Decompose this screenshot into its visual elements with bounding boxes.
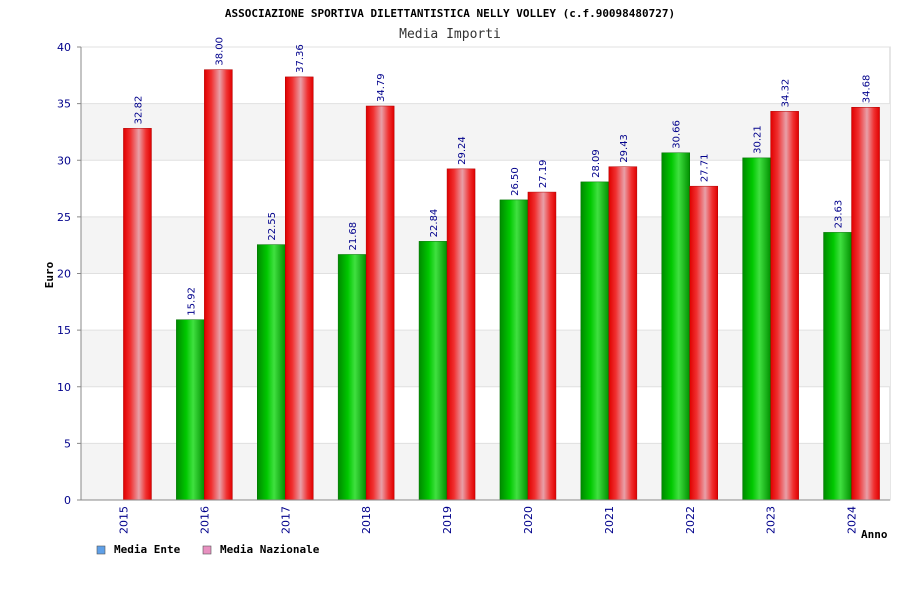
data-label: 22.55: [267, 212, 278, 241]
data-label: 29.43: [619, 134, 630, 163]
data-label: 34.32: [781, 79, 792, 108]
data-label: 21.68: [348, 222, 359, 251]
data-label: 15.92: [186, 287, 197, 316]
legend-swatch: [96, 545, 106, 555]
bar-media-nazionale: [689, 185, 718, 501]
axes: [77, 46, 890, 501]
data-label: 22.84: [429, 209, 440, 238]
legend-swatch: [202, 545, 212, 555]
y-tick-label: 25: [57, 211, 71, 224]
y-tick-labels: 0 5 10 15 20 25 30 35 40: [57, 41, 71, 507]
bar-media-ente: [257, 244, 286, 501]
x-tick-label: 2024: [846, 506, 859, 534]
data-label: 26.50: [510, 167, 521, 196]
bar-media-nazionale: [851, 106, 880, 501]
y-axis-label: Euro: [43, 261, 56, 288]
x-tick-label: 2020: [522, 506, 535, 534]
x-tick-labels: 2015 2016 2017 2018 2019 2020 2021 2022 2023 2024: [117, 506, 858, 534]
legend: Media Ente Media Nazionale: [96, 543, 320, 556]
bars: [123, 69, 880, 501]
bar-media-ente: [418, 241, 448, 501]
data-label: 34.79: [376, 73, 387, 102]
legend-entry: Media Nazionale: [220, 543, 320, 556]
bar-media-ente: [499, 199, 529, 501]
data-label: 29.24: [457, 136, 468, 165]
y-tick-label: 35: [57, 98, 71, 111]
plot-band: [81, 103, 890, 161]
x-tick-label: 2017: [279, 506, 292, 534]
bar-media-nazionale: [365, 105, 395, 501]
chart-title: ASSOCIAZIONE SPORTIVA DILETTANTISTICA NE…: [225, 7, 675, 20]
y-tick-label: 5: [64, 437, 71, 450]
x-tick-label: 2021: [603, 506, 616, 534]
x-tick-label: 2023: [765, 506, 778, 534]
data-label: 34.68: [862, 75, 873, 104]
x-tick-label: 2018: [360, 506, 373, 534]
bar-media-nazionale: [608, 166, 638, 501]
y-tick-label: 0: [64, 494, 71, 507]
y-tick-label: 10: [57, 381, 71, 394]
y-tick-label: 40: [57, 41, 71, 54]
bar-media-ente: [661, 152, 690, 501]
bar-media-nazionale: [446, 168, 476, 501]
chart-subtitle: Media Importi: [399, 27, 501, 42]
y-tick-label: 30: [57, 154, 71, 167]
data-label: 37.36: [295, 44, 306, 73]
data-label: 23.63: [834, 200, 845, 229]
bar-media-ente: [176, 319, 205, 501]
x-tick-label: 2022: [684, 506, 697, 534]
bar-media-ente: [823, 232, 852, 501]
x-tick-label: 2015: [117, 506, 130, 534]
data-label: 30.21: [753, 125, 764, 154]
data-labels: 32.82 15.92 38.00 22.55 37.36 21.68 34.79 22.84…: [133, 37, 872, 316]
bar-media-nazionale: [527, 191, 557, 501]
y-tick-label: 20: [57, 268, 71, 281]
data-label: 30.66: [672, 120, 683, 149]
x-axis-label: Anno: [861, 528, 888, 541]
bar-media-nazionale: [285, 76, 314, 501]
data-label: 28.09: [591, 149, 602, 178]
data-label: 27.71: [700, 154, 711, 183]
data-label: 32.82: [133, 96, 144, 125]
x-tick-label: 2016: [198, 506, 211, 534]
bar-media-nazionale: [770, 111, 799, 501]
bar-media-nazionale: [204, 69, 233, 501]
y-tick-label: 15: [57, 324, 71, 337]
bar-media-ente: [580, 181, 610, 501]
data-label: 27.19: [538, 159, 549, 188]
bar-media-ente: [742, 157, 771, 501]
data-label: 38.00: [214, 37, 225, 66]
legend-entry: Media Ente: [114, 543, 181, 556]
bar-media-ente: [337, 254, 367, 501]
x-tick-label: 2019: [441, 506, 454, 534]
bar-media-nazionale: [123, 128, 152, 501]
